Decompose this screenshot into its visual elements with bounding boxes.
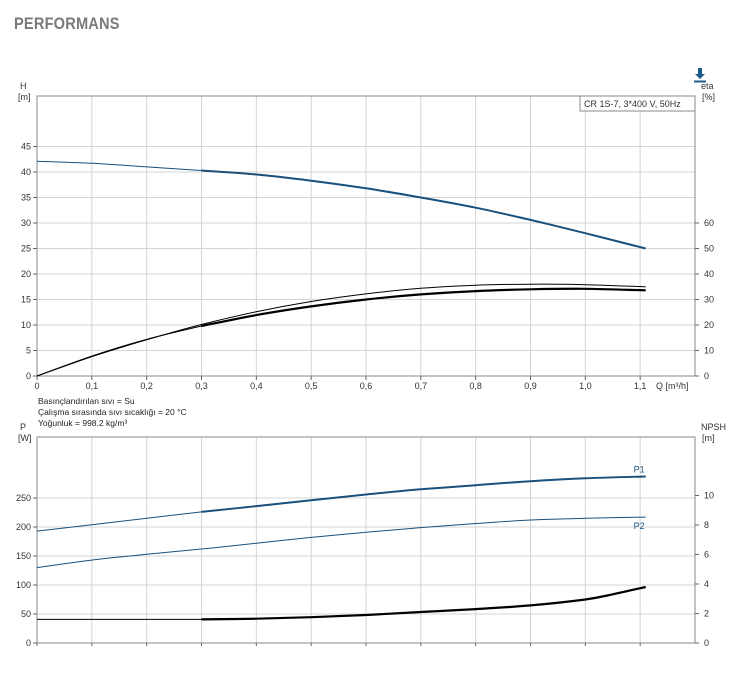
- x-tick-label: 0,8: [469, 381, 482, 391]
- note-density: Yoğunluk = 998.2 kg/m³: [38, 418, 128, 428]
- y-tick-label: 0: [26, 371, 31, 381]
- download-icon[interactable]: [692, 66, 708, 84]
- x-tick-label: 0,3: [195, 381, 208, 391]
- x-tick-label: 0,5: [305, 381, 318, 391]
- series-line: [36, 511, 202, 532]
- y-tick-label: 0: [26, 638, 31, 648]
- y2-tick-label: 10: [704, 346, 714, 356]
- y2-tick-label: 40: [704, 269, 714, 279]
- page-title: PERFORMANS: [14, 14, 120, 33]
- legend-label: CR 1S-7, 3*400 V, 50Hz: [584, 99, 681, 109]
- series-line: [36, 160, 202, 171]
- y2-tick-label: 2: [704, 609, 709, 619]
- series-line: [201, 287, 646, 328]
- y2-axis-title: NPSH: [701, 422, 726, 432]
- x-axis-title: Q [m³/h]: [656, 381, 689, 391]
- y-tick-label: 45: [21, 142, 31, 152]
- y-tick-label: 30: [21, 218, 31, 228]
- y2-tick-label: 30: [704, 295, 714, 305]
- x-tick-label: 0,2: [140, 381, 153, 391]
- y2-axis-title: eta: [701, 81, 714, 91]
- y-tick-label: 10: [21, 320, 31, 330]
- series-line: [36, 325, 202, 377]
- y-axis-title: H: [20, 81, 27, 91]
- y-tick-label: 25: [21, 244, 31, 254]
- note-temperature: Çalışma sırasında sıvı sıcaklığı = 20 °C: [38, 407, 187, 417]
- series-line: [36, 283, 646, 377]
- series-label: P1: [634, 465, 645, 475]
- y-tick-label: 5: [26, 346, 31, 356]
- y-tick-label: 40: [21, 167, 31, 177]
- legend-box: [579, 95, 696, 112]
- note-fluid: Basınçlandırılan sıvı = Su: [38, 396, 135, 406]
- x-tick-label: 0,7: [415, 381, 428, 391]
- x-tick-label: 1,1: [634, 381, 647, 391]
- y2-axis-unit: [%]: [702, 92, 715, 102]
- y2-tick-label: 0: [704, 371, 709, 381]
- x-tick-label: 0,9: [524, 381, 537, 391]
- y2-axis-unit: [m]: [702, 433, 715, 443]
- y-tick-label: 250: [16, 493, 31, 503]
- y-tick-label: 100: [16, 580, 31, 590]
- x-tick-label: 0,4: [250, 381, 263, 391]
- y-tick-label: 20: [21, 269, 31, 279]
- series-label: P2: [634, 521, 645, 531]
- x-tick-label: 0,6: [360, 381, 373, 391]
- series-line: [201, 585, 646, 621]
- series-line: [201, 475, 646, 513]
- y2-tick-label: 50: [704, 244, 714, 254]
- y-tick-label: 50: [21, 609, 31, 619]
- y2-tick-label: 0: [704, 638, 709, 648]
- x-tick-label: 0,1: [86, 381, 99, 391]
- y-tick-label: 200: [16, 522, 31, 532]
- y2-tick-label: 10: [704, 491, 714, 501]
- y-axis-title: P: [20, 422, 26, 432]
- y-tick-label: 15: [21, 295, 31, 305]
- y2-tick-label: 4: [704, 579, 709, 589]
- y-tick-label: 35: [21, 193, 31, 203]
- y-tick-label: 150: [16, 551, 31, 561]
- y2-tick-label: 6: [704, 550, 709, 560]
- series-line: [201, 169, 646, 250]
- y2-tick-label: 60: [704, 218, 714, 228]
- x-tick-label: 0: [34, 381, 39, 391]
- y2-tick-label: 20: [704, 320, 714, 330]
- series-line: [36, 516, 646, 569]
- notes: Basınçlandırılan sıvı = Su Çalışma sıras…: [38, 396, 187, 429]
- y2-tick-label: 8: [704, 520, 709, 530]
- x-tick-label: 1,0: [579, 381, 592, 391]
- y-axis-unit: [m]: [18, 92, 31, 102]
- y-axis-unit: [W]: [18, 433, 32, 443]
